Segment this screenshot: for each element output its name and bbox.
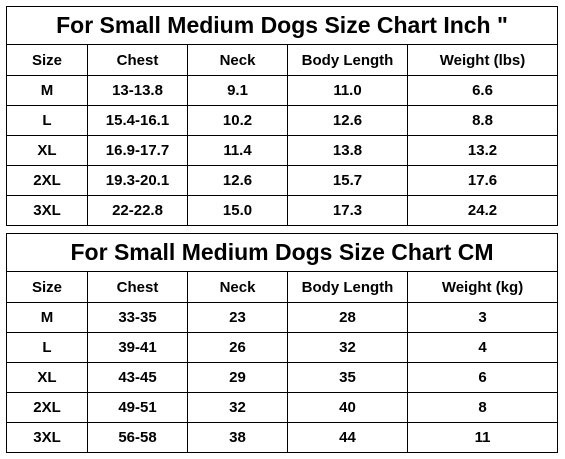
header-row: Size Chest Neck Body Length Weight (kg) [6, 271, 559, 303]
table-row: L 39-41 26 32 4 [6, 332, 559, 363]
table-cell: 4 [406, 332, 559, 363]
column-header: Neck [187, 271, 288, 303]
table-cell: 12.6 [287, 105, 408, 136]
column-header: Chest [87, 271, 188, 303]
table-cell: 13.2 [407, 135, 558, 166]
table-cell: 39-41 [87, 332, 188, 363]
table-cell: 32 [187, 392, 288, 423]
table-cell: 15.4-16.1 [87, 105, 188, 136]
table-cell: 8 [406, 392, 559, 423]
table-cell: M [6, 302, 88, 333]
table-row: M 13-13.8 9.1 11.0 6.6 [6, 75, 558, 106]
table-cell: 35 [287, 362, 408, 393]
table-row: 2XL 19.3-20.1 12.6 15.7 17.6 [6, 165, 558, 196]
table-cell: 38 [187, 422, 288, 453]
table-cell: 3XL [6, 422, 88, 453]
table-cell: 16.9-17.7 [87, 135, 188, 166]
table-cell: 40 [287, 392, 408, 423]
column-header: Size [6, 44, 88, 76]
table-row: M 33-35 23 28 3 [6, 302, 559, 333]
column-header: Neck [187, 44, 288, 76]
table-cell: 26 [187, 332, 288, 363]
table-cell: XL [6, 362, 88, 393]
table-cell: 12.6 [187, 165, 288, 196]
table-cell: M [6, 75, 88, 106]
table-cell: 43-45 [87, 362, 188, 393]
table-cell: XL [6, 135, 88, 166]
table-cell: 11.4 [187, 135, 288, 166]
table-cell: 3XL [6, 195, 88, 226]
table-cell: 32 [287, 332, 408, 363]
column-header: Body Length [287, 44, 408, 76]
table-cell: 17.3 [287, 195, 408, 226]
table-cell: 23 [187, 302, 288, 333]
table-cell: 56-58 [87, 422, 188, 453]
table-cell: 49-51 [87, 392, 188, 423]
column-header: Chest [87, 44, 188, 76]
column-header: Body Length [287, 271, 408, 303]
table-cell: 22-22.8 [87, 195, 188, 226]
table-cell: 11 [406, 422, 559, 453]
table-cell: 2XL [6, 165, 88, 196]
table-cell: L [6, 332, 88, 363]
table-cell: 17.6 [407, 165, 558, 196]
column-header: Size [6, 271, 88, 303]
table-cell: L [6, 105, 88, 136]
table-cell: 29 [187, 362, 288, 393]
size-chart-cm: For Small Medium Dogs Size Chart CM Size C… [5, 233, 559, 453]
table-cell: 3 [406, 302, 559, 333]
table-cell: 19.3-20.1 [87, 165, 188, 196]
table-cell: 24.2 [407, 195, 558, 226]
table-cell: 11.0 [287, 75, 408, 106]
table-row: 3XL 56-58 38 44 11 [6, 422, 559, 453]
table-row: 3XL 22-22.8 15.0 17.3 24.2 [6, 195, 558, 226]
table-cell: 2XL [6, 392, 88, 423]
table-row: XL 43-45 29 35 6 [6, 362, 559, 393]
size-chart-inch: For Small Medium Dogs Size Chart Inch " S… [6, 6, 558, 226]
table-cell: 33-35 [87, 302, 188, 333]
table-cell: 15.0 [187, 195, 288, 226]
table-cell: 6.6 [407, 75, 558, 106]
table-row: 2XL 49-51 32 40 8 [6, 392, 559, 423]
column-header: Weight (kg) [406, 271, 559, 303]
header-row: Size Chest Neck Body Length Weight (lbs) [6, 44, 558, 76]
table-row: L 15.4-16.1 10.2 12.6 8.8 [6, 105, 558, 136]
table-cell: 10.2 [187, 105, 288, 136]
table-row: XL 16.9-17.7 11.4 13.8 13.2 [6, 135, 558, 166]
table-cell: 8.8 [407, 105, 558, 136]
table-cell: 15.7 [287, 165, 408, 196]
table-cell: 9.1 [187, 75, 288, 106]
table-cell: 13-13.8 [87, 75, 188, 106]
table-cell: 6 [406, 362, 559, 393]
chart-title: For Small Medium Dogs Size Chart Inch " [6, 6, 558, 45]
table-cell: 44 [287, 422, 408, 453]
chart-title: For Small Medium Dogs Size Chart CM [5, 233, 559, 272]
column-header: Weight (lbs) [407, 44, 558, 76]
table-cell: 13.8 [287, 135, 408, 166]
table-cell: 28 [287, 302, 408, 333]
